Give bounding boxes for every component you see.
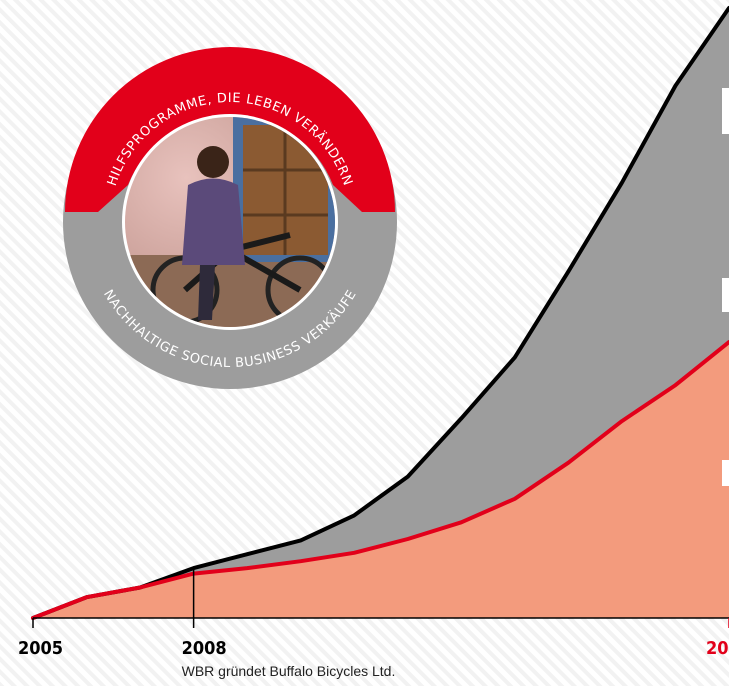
series-1-area	[33, 342, 729, 618]
plot-area	[31, 6, 729, 620]
badge-top-ring	[65, 47, 395, 212]
legend-badge: HILFSPROGRAMME, DIE LEBEN VERÄNDERN NACH…	[63, 47, 397, 389]
girl-with-bicycle-photo	[125, 117, 335, 327]
x-tick-label-2: 20	[706, 638, 729, 659]
x-tick-label-0: 2005	[18, 638, 63, 659]
edge-gap-1	[722, 278, 729, 312]
series-0-area	[33, 8, 729, 618]
x-axis: 2005 2008 20 WBR gründet Buffalo Bicycles L…	[18, 568, 729, 679]
edge-gap-0	[722, 88, 729, 134]
series-1-line	[31, 340, 729, 620]
edge-gap-2	[722, 460, 729, 486]
annotation-2008: WBR gründet Buffalo Bicycles Ltd.	[182, 663, 396, 679]
x-tick-label-1: 2008	[182, 638, 227, 659]
